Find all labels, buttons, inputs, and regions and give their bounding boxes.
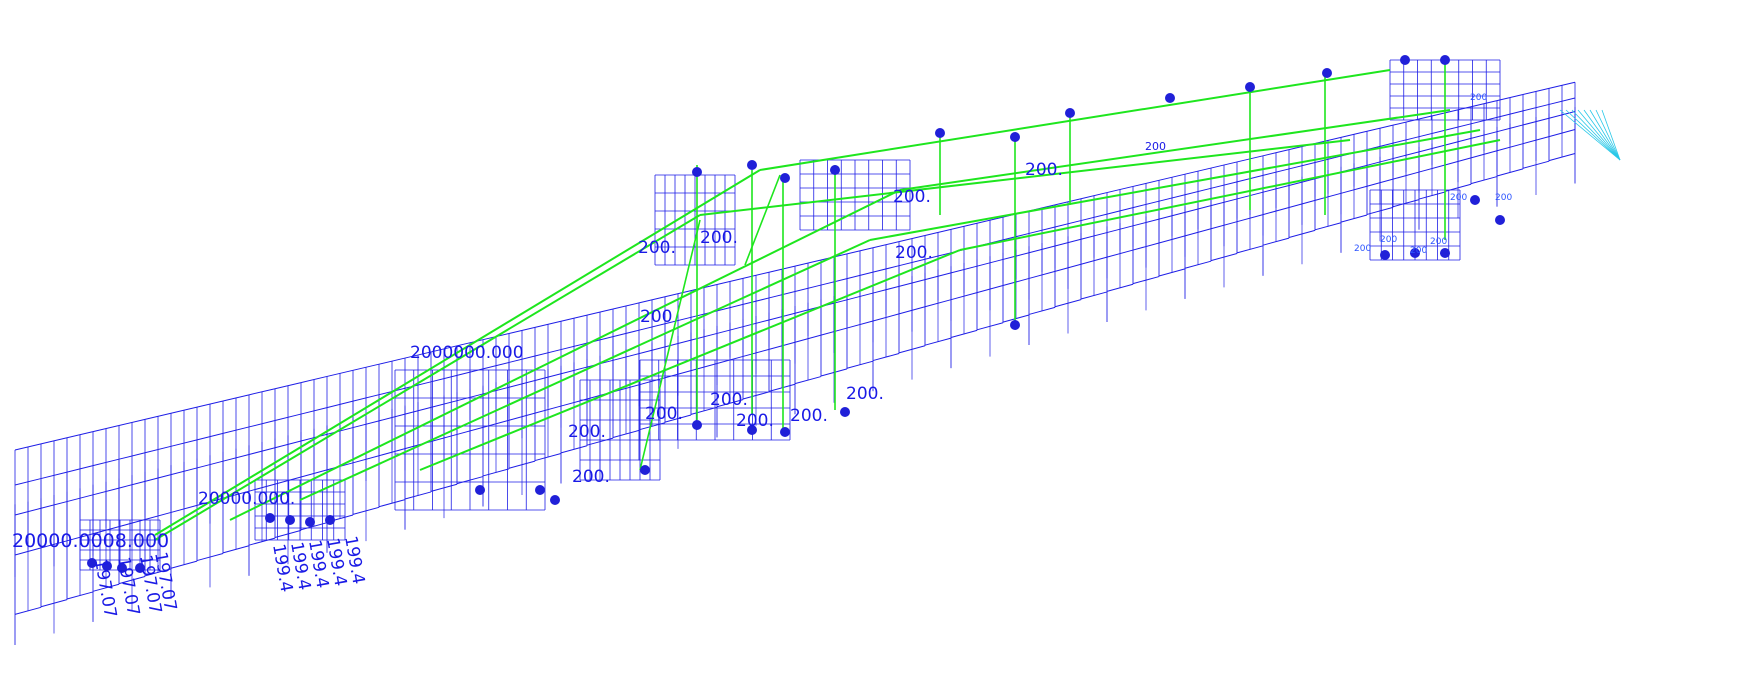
support-node-19 (1400, 55, 1410, 65)
support-node-29 (1495, 215, 1505, 225)
support-node-9 (747, 160, 757, 170)
hanger-11 (744, 174, 781, 266)
end-accent (1565, 109, 1621, 161)
support-node-4 (265, 513, 275, 523)
support-node-26 (1410, 248, 1420, 258)
support-node-12 (935, 128, 945, 138)
deck-edge-3 (1158, 173, 1186, 181)
dim-label-a: 200. (638, 238, 676, 258)
deck-edge-3 (1106, 185, 1134, 194)
right-label-5: 200 (1450, 193, 1467, 203)
cable-2 (899, 109, 1451, 191)
support-node-14 (1065, 108, 1075, 118)
dim-label-i: 200. (572, 467, 610, 487)
upper-group-label: 2000000.000 (410, 343, 524, 363)
right-label-4: 200 (1430, 237, 1447, 247)
green-cable-members (154, 60, 1501, 541)
dim-label-j: 200. (700, 228, 738, 248)
deck-edge-3 (560, 314, 588, 322)
cable-0 (699, 139, 1351, 216)
cable-3 (299, 239, 871, 501)
deck-edge-3 (170, 406, 198, 414)
left-vertical-labels: 197.07 197.07 197.07 197.07 (90, 550, 180, 619)
deck-edge-3 (1054, 198, 1082, 206)
hanger-10 (639, 219, 701, 471)
mid-group-label: 20000.000. (198, 489, 295, 509)
support-node-11 (830, 165, 840, 175)
cable-0 (154, 214, 701, 541)
support-node-32 (475, 485, 485, 495)
cable-3 (869, 129, 1481, 241)
dim-label-m: 200. (895, 243, 933, 263)
dim-label-d: 200. (710, 390, 748, 410)
support-node-17 (1322, 68, 1332, 78)
right-label-1: 200 (1354, 244, 1371, 254)
dim-label-c: 200. (645, 404, 683, 424)
support-node-5 (285, 515, 295, 525)
deck-edge-3 (66, 431, 94, 439)
support-node-33 (1010, 320, 1020, 330)
end-accent (1601, 109, 1621, 161)
end-accent (1583, 109, 1621, 161)
support-node-18 (1440, 55, 1450, 65)
cable-2 (229, 189, 901, 521)
support-node-30 (550, 495, 560, 505)
dim-label-k: 200. (893, 187, 931, 207)
support-node-22 (747, 425, 757, 435)
end-accent (1559, 109, 1621, 161)
support-node-6 (305, 517, 315, 527)
support-node-13 (1010, 132, 1020, 142)
support-node-15 (1165, 93, 1175, 103)
cable-4 (959, 139, 1501, 251)
end-accent (1595, 109, 1621, 161)
middle-vertical-labels: 199.4 199.4 199.4 199.4 199.4 (268, 534, 368, 593)
support-node-2 (117, 563, 127, 573)
support-node-7 (325, 515, 335, 525)
support-node-23 (780, 427, 790, 437)
support-node-3 (135, 563, 145, 573)
left-end-label: 20000.0008.000 (12, 530, 169, 552)
end-accent (1577, 109, 1621, 161)
right-label-3: 200 (1410, 246, 1427, 256)
right-label-2: 200 (1380, 235, 1397, 245)
support-node-1 (102, 561, 112, 571)
support-node-0 (87, 558, 97, 568)
support-node-24 (840, 407, 850, 417)
support-node-21 (692, 420, 702, 430)
dim-label-f: 200. (790, 406, 828, 426)
dim-label-e: 200. (736, 411, 774, 431)
cable-1 (154, 169, 761, 536)
dim-label-l: 200. (1025, 160, 1063, 180)
dim-label-h: 200. (568, 422, 606, 442)
dim-label-n: 200 (1145, 140, 1166, 153)
right-label-6: 200 (1495, 193, 1512, 203)
support-node-27 (1440, 248, 1450, 258)
dimension-labels: 20000.0008.000 197.07 197.07 197.07 197.… (12, 93, 1512, 619)
support-node-10 (780, 173, 790, 183)
support-node-31 (535, 485, 545, 495)
support-node-16 (1245, 82, 1255, 92)
right-label-7: 200 (1470, 93, 1487, 103)
end-accent (1589, 109, 1621, 161)
support-node-28 (1470, 195, 1480, 205)
dim-label-g: 200. (846, 384, 884, 404)
end-accent (1571, 109, 1621, 161)
support-node-25 (1380, 250, 1390, 260)
cable-4 (419, 249, 961, 471)
dim-label-b: 200 (640, 307, 672, 327)
cable-1 (759, 69, 1391, 171)
support-node-8 (692, 167, 702, 177)
support-nodes (87, 55, 1505, 573)
support-node-20 (640, 465, 650, 475)
